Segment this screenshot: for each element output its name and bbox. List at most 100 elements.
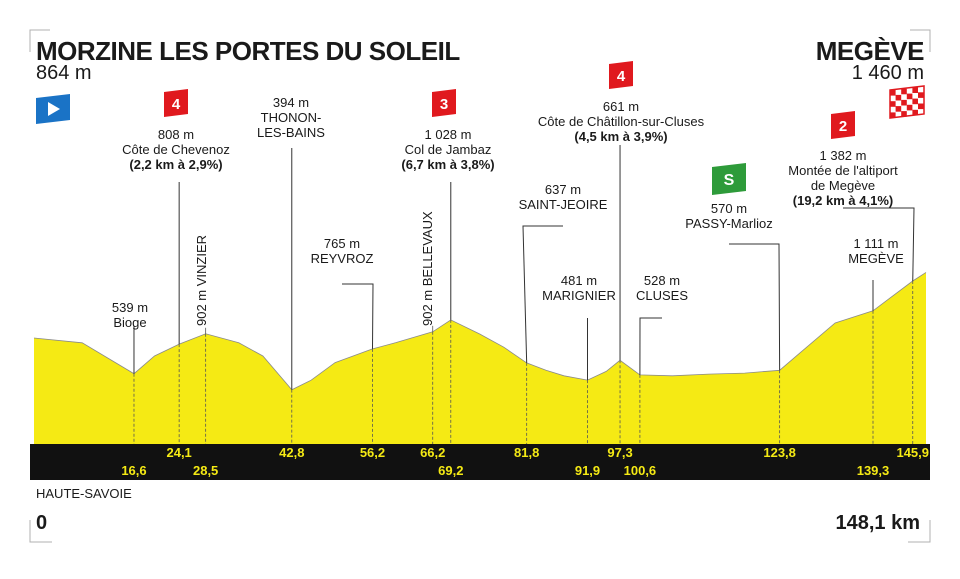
sprint-badge-shape [712,163,746,195]
marker-name: Montée de l'altiport [788,163,898,178]
elevation-profile-area [34,272,926,444]
km-label: 28,5 [193,463,218,478]
checker-square [918,103,924,110]
climb-category: 4 [617,68,626,85]
km-label: 66,2 [420,445,445,460]
climb-category: 4 [172,96,181,113]
km-label: 97,3 [607,445,632,460]
finish-elevation: 1 460 m [851,62,924,84]
marker-elevation: 1 028 m [425,127,472,142]
marker-elevation: 637 m [545,182,581,197]
marker-name: PASSY-Marlioz [685,216,772,231]
region-label: HAUTE-SAVOIE [36,486,132,501]
km-label: 145,9 [896,445,929,460]
checker-square [901,111,907,117]
km-label: 100,6 [624,463,657,478]
frame-lines [29,29,931,543]
marker-name: Côte de Châtillon-sur-Cluses [538,114,705,129]
km-label: 16,6 [121,463,146,478]
marker-name: THONON- [261,110,322,125]
climb-category-badge: 4 [164,89,188,117]
sprint-label: S [724,172,735,189]
marker-name-2: LES-BAINS [257,125,325,140]
climb-badge-shape [609,61,633,89]
climb-category: 3 [440,96,448,113]
marker-name: SAINT-JEOIRE [519,197,608,212]
climb-badge-shape [432,89,456,117]
checker-square [912,98,918,105]
pass-label: 902 m BELLEVAUX [420,211,435,326]
marker-elevation: 765 m [324,236,360,251]
km-label: 69,2 [438,463,463,478]
checker-square [901,88,907,95]
marker-name: CLUSES [636,288,688,303]
climb-detail: (19,2 km à 4,1%) [793,193,893,208]
checker-square [890,90,896,96]
marker-leader-line [639,317,662,375]
km-label: 91,9 [575,463,600,478]
checker-square [918,92,924,98]
start-elevation: 864 m [36,62,92,84]
km-label: 56,2 [360,445,385,460]
km-labels: 16,6 24,128,5 42,8 56,2 66,2 69,2 81,8 91,9 97,3… [121,445,929,478]
km-axis-band [30,444,930,480]
marker-elevation: 539 m [112,300,148,315]
climb-category-badge: 3 [432,89,456,117]
marker-leader-line [522,225,563,363]
marker-elevation: 481 m [561,273,597,288]
marker-elevation: 1 111 m [853,236,898,251]
marker-name: Col de Jambaz [405,142,492,157]
km-label: 24,1 [166,445,191,460]
sprint-badge: S [712,163,746,195]
climb-detail: (2,2 km à 2,9%) [129,157,222,172]
marker-name: Côte de Chevenoz [122,142,230,157]
marker-name: MARIGNIER [542,288,616,303]
climb-detail: (6,7 km à 3,8%) [401,157,494,172]
distance-start: 0 [36,512,48,534]
climb-detail: (4,5 km à 3,9%) [574,129,667,144]
marker-elevation: 528 m [644,273,680,288]
marker-elevation: 661 m [603,99,639,114]
climb-category-badge: 4 [609,61,633,89]
marker-elevation: 570 m [711,201,747,216]
km-label: 42,8 [279,445,304,460]
marker-name: REYVROZ [311,251,374,266]
marker-3: 902 m VINZIER [194,235,209,444]
climb-badge-shape [831,111,855,139]
checker-square [890,112,896,118]
climb-badge-shape [164,89,188,117]
marker-name: Bioge [113,315,146,330]
checker-square [901,99,907,106]
climb-category-badge: 2 [831,111,855,139]
profile-layer [33,272,927,444]
checker-square [890,101,896,107]
km-label: 123,8 [763,445,796,460]
start-flag-icon [36,94,70,124]
marker-leader-line [342,283,374,349]
checker-square [895,94,902,101]
marker-6: 902 m BELLEVAUX [420,211,435,444]
marker-leader-line [729,243,781,371]
checker-square [906,104,913,111]
marker-name: MEGÈVE [848,251,904,266]
checker-square [912,87,918,93]
checker-square [912,109,918,116]
marker-elevation: 1 382 m [820,148,867,163]
elevation-profile-line [33,272,927,391]
finish-flag-icon [889,85,925,119]
marker-leader-line [843,207,915,281]
start-town: MORZINE LES PORTES DU SOLEIL [36,36,460,66]
km-label: 81,8 [514,445,539,460]
